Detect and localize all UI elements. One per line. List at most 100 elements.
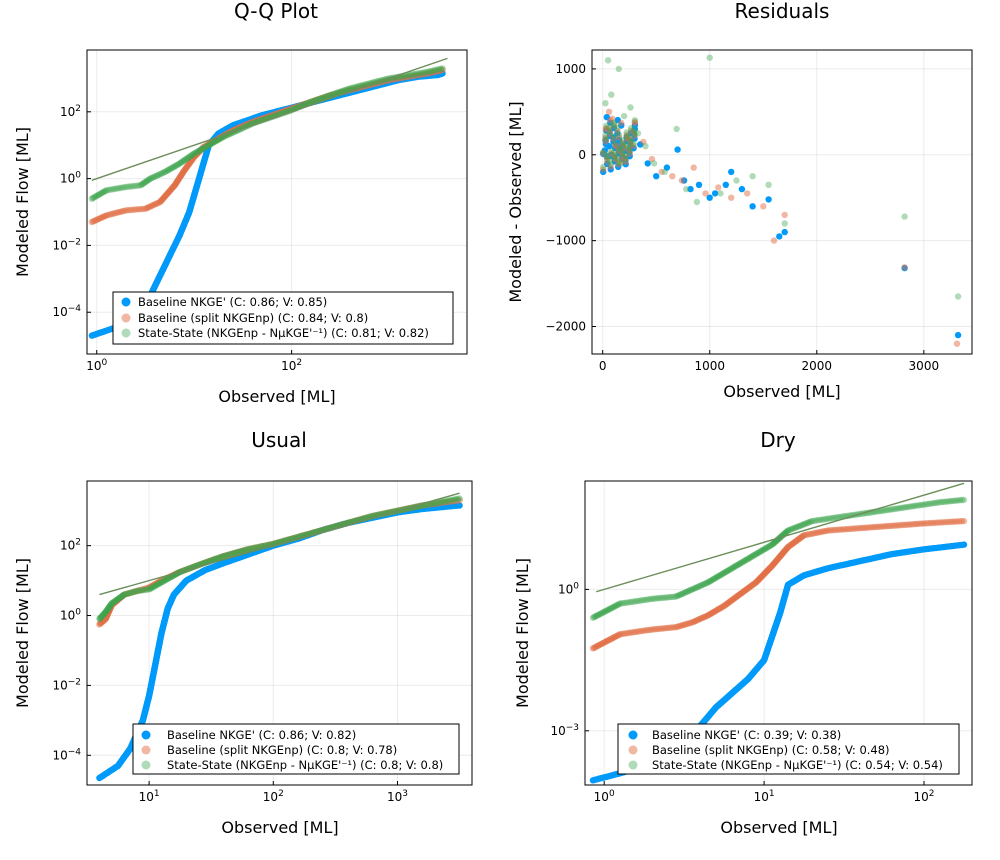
y-axis-label-dry: Modeled Flow [ML] <box>513 558 532 708</box>
data-point-state_state <box>630 126 638 134</box>
data-point-state_state <box>960 496 968 504</box>
data-point-state_state <box>415 70 422 77</box>
plot-frame-qq <box>86 49 468 355</box>
data-point-state_state <box>419 69 426 76</box>
data-point-state_state <box>310 97 318 105</box>
data-point-state_state <box>213 137 220 144</box>
data-point-baseline_split <box>600 166 607 173</box>
data-point-state_state <box>93 192 100 200</box>
data-point-state_state <box>749 173 756 180</box>
data-point-state_state <box>346 85 354 92</box>
data-point-state_state <box>604 57 612 64</box>
data-point-state_state <box>153 172 161 179</box>
data-point-state_state <box>131 182 138 190</box>
data-point-state_state <box>634 130 642 137</box>
data-point-state_state <box>94 192 101 199</box>
data-point-state_state <box>322 93 330 100</box>
data-point-state_state <box>615 158 622 165</box>
data-point-state_state <box>650 160 658 167</box>
data-point-state_state <box>105 186 112 194</box>
data-point-baseline_nkge <box>711 190 719 197</box>
data-point-baseline_split <box>605 108 613 116</box>
data-point-state_state <box>318 95 325 102</box>
data-point-state_state <box>135 182 142 189</box>
data-point-state_state <box>181 157 188 164</box>
data-point-baseline_split <box>607 117 614 124</box>
data-point-state_state <box>604 155 611 163</box>
data-point-state_state <box>188 152 195 159</box>
y-axis-label-residuals: Modeled - Observed [ML] <box>506 101 525 302</box>
legend-entry-state-state-dry: State-State (NKGEnp - NμKGE'⁻¹) (C: 0.54… <box>652 758 943 772</box>
data-point-state_state <box>340 87 348 94</box>
data-point-state_state <box>626 144 633 151</box>
data-point-state_state <box>124 183 132 190</box>
data-point-state_state <box>432 66 439 74</box>
data-point-baseline_nkge <box>749 203 756 210</box>
data-point-state_state <box>90 194 98 201</box>
data-point-state_state <box>607 157 614 164</box>
data-point-state_state <box>345 85 352 93</box>
data-point-state_state <box>954 293 962 300</box>
data-point-state_state <box>627 125 635 132</box>
data-point-state_state <box>209 140 216 147</box>
data-point-state_state <box>107 186 114 193</box>
data-point-state_state <box>343 86 351 93</box>
data-point-state_state <box>693 198 701 206</box>
data-point-state_state <box>129 183 136 190</box>
data-point-state_state <box>118 184 126 191</box>
data-point-state_state <box>143 178 150 185</box>
data-point-state_state <box>190 151 197 158</box>
data-point-baseline_nkge <box>674 146 681 153</box>
data-point-state_state <box>176 160 183 167</box>
x-tick-label-residuals-3: 3000 <box>909 359 940 373</box>
y-tick-label-dry-0: 10−3 <box>550 723 579 738</box>
legend-dry: Baseline NKGE' (C: 0.39; V: 0.38) Baseli… <box>617 723 960 775</box>
data-point-state_state <box>186 153 193 161</box>
data-point-state_state <box>407 71 414 78</box>
data-point-state_state <box>145 176 152 184</box>
data-point-state_state <box>618 146 625 154</box>
data-point-state_state <box>602 100 609 107</box>
data-point-state_state <box>204 142 211 150</box>
data-point-state_state <box>350 84 357 91</box>
y-tick-label-qq-3: 102 <box>60 104 81 119</box>
data-point-state_state <box>417 69 424 77</box>
data-point-baseline_split <box>728 194 735 201</box>
y-tick-label-residuals-3: 1000 <box>555 62 586 76</box>
data-point-state_state <box>307 98 315 106</box>
x-axis-label-qq: Observed [ML] <box>218 387 335 406</box>
legend-entry-baseline-split-usual: Baseline (split NKGEnp) (C: 0.8; V: 0.78… <box>167 743 397 757</box>
data-point-state_state <box>142 178 149 186</box>
x-tick-label-qq-0: 100 <box>86 358 107 373</box>
data-point-state_state <box>127 183 134 190</box>
data-point-baseline_split <box>744 190 751 197</box>
data-point-state_state <box>330 90 337 98</box>
data-point-state_state <box>631 130 638 137</box>
data-point-state_state <box>342 86 349 94</box>
data-point-state_state <box>122 183 130 191</box>
data-point-state_state <box>324 92 331 100</box>
data-point-state_state <box>309 98 316 105</box>
data-point-state_state <box>139 180 146 188</box>
data-point-state_state <box>88 195 96 202</box>
legend-entry-baseline-nkge-usual: Baseline NKGE' (C: 0.86; V: 0.82) <box>167 728 356 742</box>
y-tick-label-usual-0: 10−4 <box>52 747 81 762</box>
data-point-state_state <box>611 139 619 147</box>
data-point-state_state <box>185 154 192 161</box>
data-point-state_state <box>600 149 607 156</box>
series-baseline_split-usual <box>96 497 463 628</box>
data-point-baseline_split <box>614 127 621 135</box>
y-tick-label-residuals-1: −1000 <box>545 234 586 248</box>
data-point-baseline_split <box>702 190 709 197</box>
x-tick-label-usual-2: 103 <box>387 789 408 804</box>
data-point-state_state <box>312 97 319 104</box>
data-point-state_state <box>619 150 626 157</box>
plot-area-usual: 101 102 103 10−4 10−2 100 102 <box>52 481 472 804</box>
x-tick-label-dry-1: 101 <box>754 789 775 804</box>
data-point-state_state <box>430 67 437 74</box>
y-tick-label-residuals-0: −2000 <box>545 320 586 334</box>
data-point-state_state <box>622 152 629 159</box>
data-point-state_state <box>211 138 218 146</box>
data-point-baseline_nkge <box>653 173 660 180</box>
data-point-state_state <box>205 142 212 149</box>
